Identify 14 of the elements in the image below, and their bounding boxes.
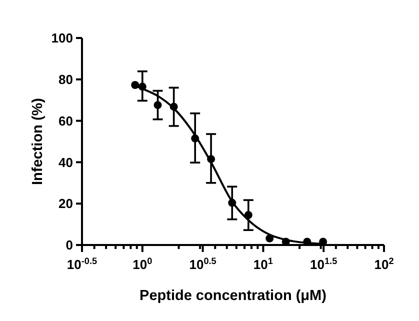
y-tick-label: 100 [51,30,73,46]
x-tick-label: 10$^{2}$ [374,256,394,272]
x-tick-label: 10$^{1}$ [253,256,273,272]
x-tick-label: 10$^{-0.5}$ [66,256,98,272]
y-tick-label: 80 [58,72,73,87]
y-tick-label: 60 [58,113,73,128]
x-axis-title: Peptide concentration (μM) [140,288,327,304]
x-tick-label: 10$^{0}$ [132,256,152,272]
y-axis-title: Infection (%) [30,98,46,185]
x-tick-label: 10$^{1.5}$ [310,256,338,272]
y-tick-label: 0 [66,238,73,253]
x-tick-label: 10$^{0.5}$ [189,256,216,272]
y-tick-label: 20 [58,196,73,212]
y-tick-label: 40 [58,154,73,170]
